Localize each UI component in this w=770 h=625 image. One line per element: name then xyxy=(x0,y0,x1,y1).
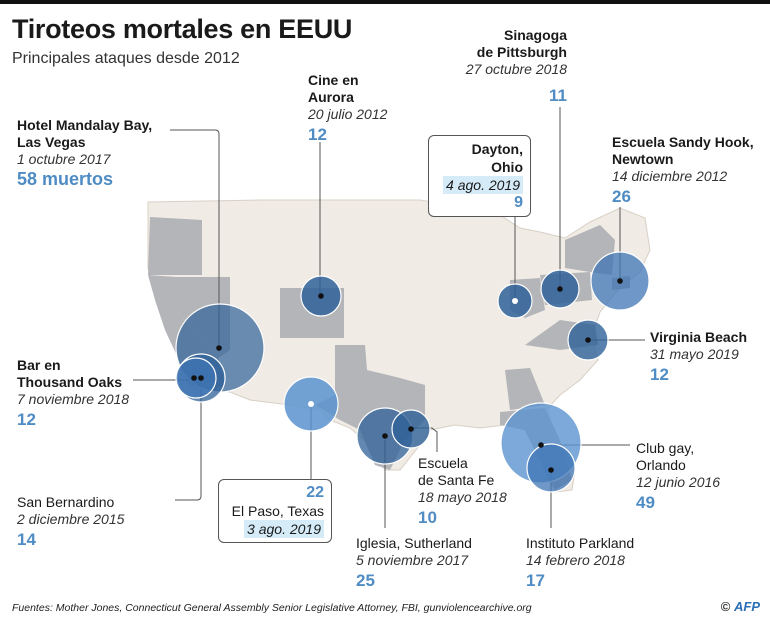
state-georgia xyxy=(505,368,545,410)
label-virginia-beach: Virginia Beach 31 mayo 2019 12 xyxy=(650,329,748,384)
label-dayton: Dayton, Ohio 4 ago. 2019 9 xyxy=(428,135,531,217)
label-pittsburgh: Sinagoga de Pittsburgh 27 octubre 2018 1… xyxy=(465,27,567,105)
label-el-paso: 22 El Paso, Texas 3 ago. 2019 xyxy=(218,479,332,543)
label-sutherland: Iglesia, Sutherland 5 noviembre 2017 25 xyxy=(356,535,472,590)
label-santa-fe: Escuela de Santa Fe 18 mayo 2018 10 xyxy=(418,455,507,527)
label-san-bernardino: San Bernardino 2 diciembre 2015 14 xyxy=(17,494,125,549)
label-sandy-hook: Escuela Sandy Hook, Newtown 14 diciembre… xyxy=(612,134,754,206)
page-subtitle: Principales ataques desde 2012 xyxy=(12,50,240,67)
page-title: Tiroteos mortales en EEUU xyxy=(12,14,353,44)
label-las-vegas: Hotel Mandalay Bay, Las Vegas 1 octubre … xyxy=(17,117,153,189)
leader-lines xyxy=(133,107,645,528)
label-aurora: Cine en Aurora 20 julio 2012 12 xyxy=(308,72,388,144)
state-oregon xyxy=(148,217,202,275)
label-orlando: Club gay, Orlando 12 junio 2016 49 xyxy=(636,440,721,512)
location-dots xyxy=(191,278,623,473)
copyright-symbol: © xyxy=(720,599,731,614)
afp-credit: © AFP xyxy=(721,599,760,614)
label-parkland: Instituto Parkland 14 febrero 2018 17 xyxy=(526,535,635,590)
sources-footer: Fuentes: Mother Jones, Connecticut Gener… xyxy=(12,602,532,614)
label-thousand-oaks: Bar en Thousand Oaks 7 noviembre 2018 12 xyxy=(17,357,130,429)
afp-logo: AFP xyxy=(734,599,760,614)
top-rule xyxy=(0,0,770,4)
